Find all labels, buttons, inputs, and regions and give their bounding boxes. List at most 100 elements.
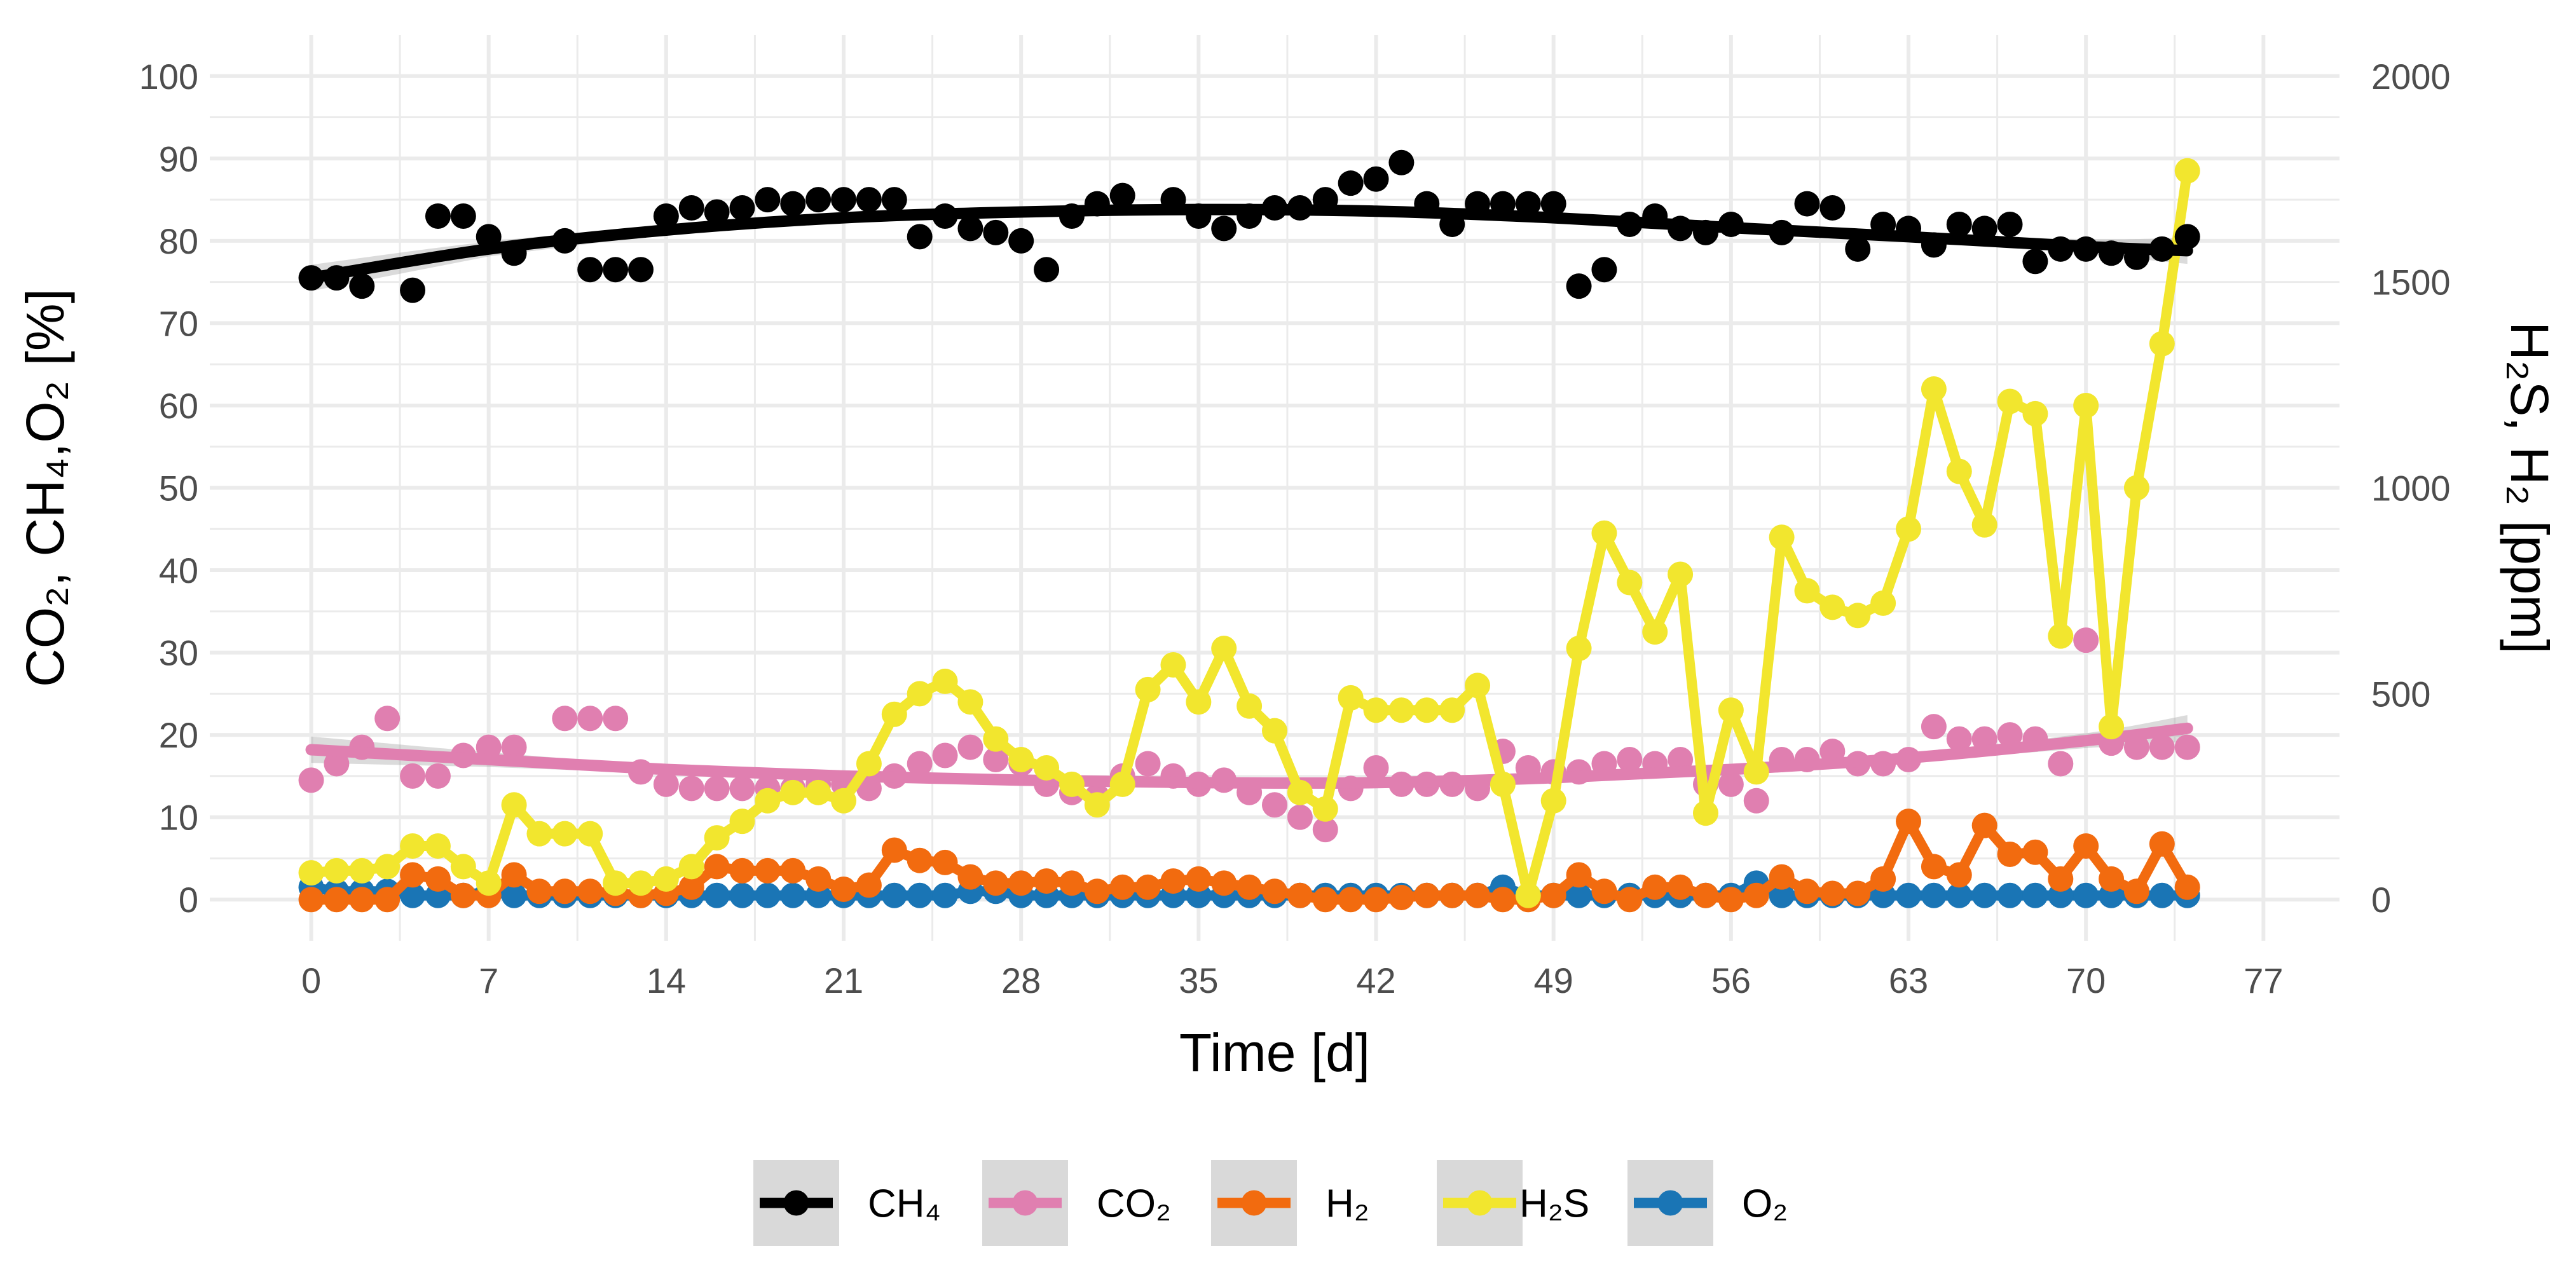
x-tick-label: 70 <box>2066 960 2106 1000</box>
h2s-point <box>1084 792 1110 818</box>
co2-point <box>2073 627 2099 653</box>
ch4-point <box>1540 191 1566 217</box>
ch4-point <box>831 187 857 213</box>
h2-point <box>1642 874 1668 900</box>
co2-point <box>1287 804 1313 830</box>
h2-point <box>1008 870 1034 896</box>
series-h2 <box>298 809 2200 913</box>
o2-point <box>1566 882 1592 908</box>
h2s-point <box>780 779 806 805</box>
ch4-point <box>856 187 882 213</box>
y-right-tick-label: 1000 <box>2371 468 2451 509</box>
h2-point <box>983 870 1009 896</box>
ch4-point <box>1008 228 1034 254</box>
h2-point <box>1819 880 1846 906</box>
ch4-point <box>678 195 704 221</box>
h2s-point <box>298 860 324 886</box>
h2s-point <box>1668 561 1694 587</box>
h2s-point <box>400 833 426 859</box>
series <box>298 149 2200 913</box>
h2-point <box>1058 870 1085 896</box>
h2s-point <box>450 854 476 880</box>
o2-point <box>1769 882 1795 908</box>
h2s-point <box>1490 771 1516 797</box>
h2s-point <box>1363 697 1389 723</box>
h2s-point <box>678 854 704 880</box>
o2-point <box>1997 882 2023 908</box>
h2-point <box>425 866 451 892</box>
co2-point <box>1997 722 2023 748</box>
h2-point <box>1946 862 1972 888</box>
co2-point <box>1135 751 1161 777</box>
ch4-point <box>983 219 1009 245</box>
h2s-point <box>2022 400 2048 427</box>
h2s-point <box>957 689 983 715</box>
h2s-point <box>1135 676 1161 702</box>
h2s-point <box>1743 759 1769 785</box>
h2-point <box>1262 878 1287 905</box>
y-left-tick-label: 30 <box>159 633 198 673</box>
ch4-point <box>400 277 426 303</box>
o2-point <box>2149 882 2175 908</box>
h2-point <box>704 854 730 880</box>
h2s-point <box>2174 158 2200 184</box>
x-tick-label: 77 <box>2244 960 2283 1000</box>
h2-point <box>856 872 882 898</box>
h2-point <box>1084 878 1110 905</box>
ch4-point <box>425 203 451 229</box>
h2s-point <box>1642 619 1668 645</box>
co2-point <box>1262 792 1287 818</box>
legend-label: CO₂ <box>1097 1182 1171 1226</box>
h2-point <box>1109 874 1135 900</box>
h2-point <box>526 878 552 905</box>
h2s-point <box>704 825 730 851</box>
o2-point <box>780 882 806 908</box>
co2-smooth-line <box>305 722 2193 789</box>
h2s-point <box>1160 652 1186 678</box>
h2-point <box>2149 831 2175 857</box>
h2-point <box>2099 866 2125 892</box>
co2-point <box>932 742 958 768</box>
ch4-point <box>907 224 933 250</box>
h2-point <box>831 877 857 903</box>
co2-point <box>1617 747 1643 772</box>
y-axis-left-title: CO₂, CH₄,O₂ [%] <box>15 289 75 687</box>
ch4-point <box>1515 191 1541 217</box>
h2-point <box>450 882 476 908</box>
y-left-tick-label: 100 <box>139 57 198 97</box>
h2s-point <box>1794 578 1820 604</box>
ch4-point <box>957 215 983 242</box>
series-ch4 <box>298 149 2200 303</box>
h2s-point <box>653 866 679 892</box>
h2s-point <box>805 779 832 805</box>
o2-point <box>2073 882 2099 908</box>
h2-point <box>1540 882 1566 908</box>
axes: 0 7 14 21 28 35 42 49 56 63 70 77 0 10 20 30 40 50 60 70 80 9… <box>139 57 2451 1000</box>
co2-point <box>957 734 983 760</box>
h2s-point <box>577 821 603 847</box>
legend-item-h2: H₂ <box>1211 1160 1369 1246</box>
o2-point <box>1971 882 1997 908</box>
legend-item-ch4: CH₄ <box>753 1160 941 1246</box>
h2s-point <box>1718 697 1744 723</box>
h2-point <box>755 857 781 884</box>
y-right-tick-label: 0 <box>2371 880 2391 920</box>
h2-point <box>805 866 832 892</box>
h2s-point <box>2048 623 2074 649</box>
h2-point <box>907 847 933 873</box>
h2s-point <box>831 788 857 814</box>
ch4-point <box>1566 273 1592 299</box>
h2s-point <box>1262 718 1287 744</box>
co2-point <box>907 751 933 777</box>
h2s-point <box>1870 590 1896 616</box>
h2s-point <box>603 870 629 896</box>
h2s-point <box>881 701 907 727</box>
h2-point <box>1237 874 1263 900</box>
h2-point <box>1870 866 1896 892</box>
co2-point <box>425 763 451 789</box>
co2-point <box>374 706 401 732</box>
h2s-point <box>2099 714 2125 740</box>
h2s-point <box>476 870 502 896</box>
series-h2s <box>298 158 2200 908</box>
h2-point <box>2022 839 2048 865</box>
